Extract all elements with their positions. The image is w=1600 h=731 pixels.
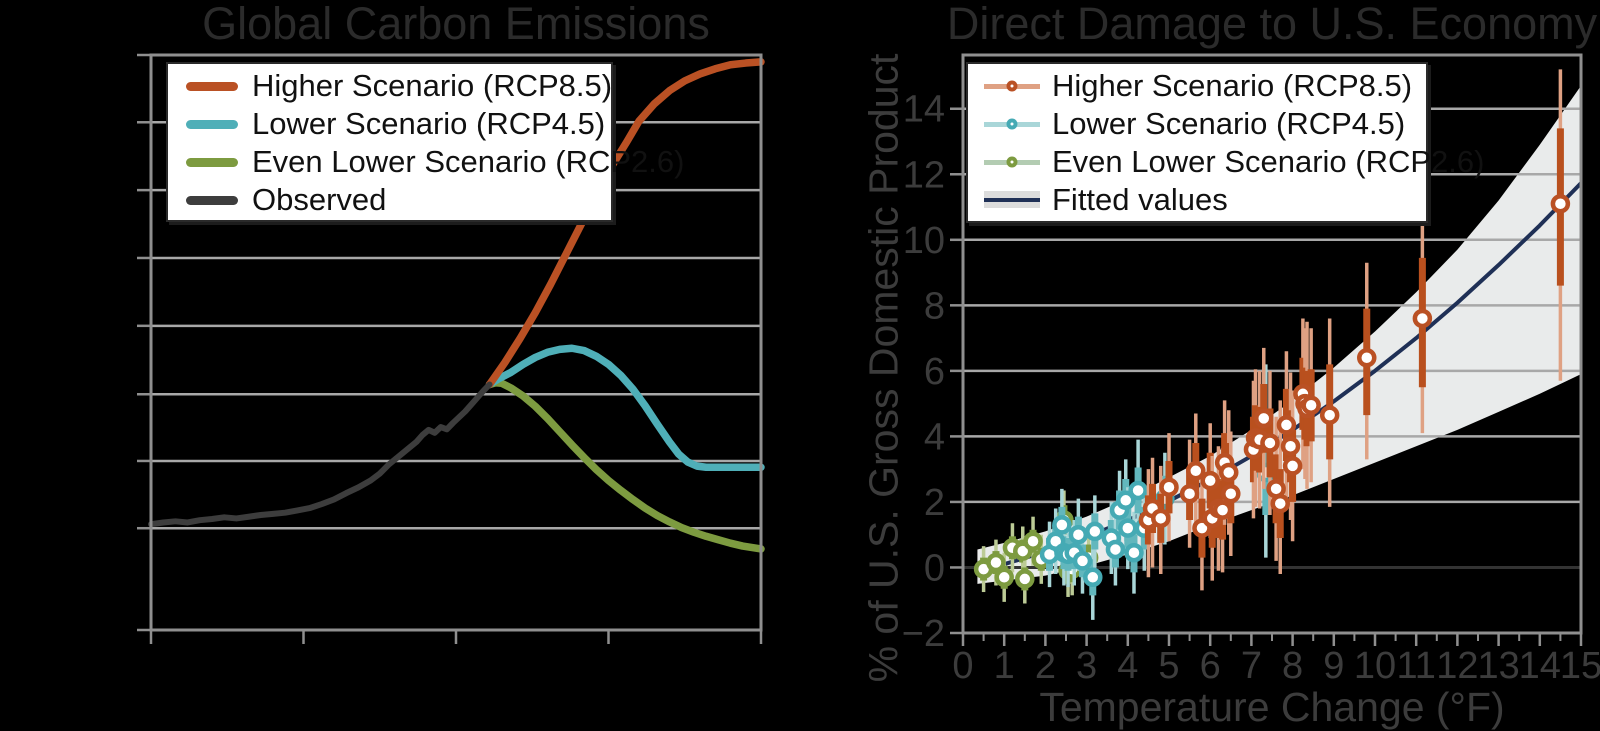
y-tick-label: 4: [924, 416, 945, 458]
lower-scenario-line-swatch: [186, 119, 238, 129]
legend-label: Lower Scenario (RCP4.5): [252, 106, 606, 141]
x-tick-label: 6: [1200, 645, 1221, 687]
legend-item-observed: Observed: [168, 181, 611, 219]
x-tick-label: 2: [1035, 645, 1056, 687]
data-point: [1200, 470, 1220, 491]
legend-item-higher-scenario: Higher Scenario (RCP8.5): [968, 67, 1426, 105]
data-point: [1319, 405, 1340, 425]
x-tick-label: 13: [1477, 645, 1519, 687]
data-point: [1128, 480, 1148, 501]
fitted-values-band-swatch: [984, 189, 1040, 211]
series-line: [485, 379, 765, 553]
y-tick-label: 12: [903, 154, 945, 196]
data-point: [1221, 483, 1241, 504]
plot-frame: [149, 53, 763, 632]
data-point: [1412, 308, 1433, 329]
even-lower-scenario-line-swatch: [186, 157, 238, 167]
data-point: [1115, 490, 1136, 511]
data-point: [1212, 500, 1233, 520]
data-point: [1270, 493, 1290, 514]
even-lower-scenario-marker-swatch: [984, 151, 1040, 173]
observed-line-swatch: [186, 195, 238, 205]
data-point: [1052, 515, 1072, 535]
x-tick-label: 0: [952, 645, 973, 687]
y-tick-label: 8: [924, 285, 945, 327]
right-y-axis-label: % of U.S. Gross Domestic Product: [860, 53, 907, 683]
data-point: [994, 567, 1014, 588]
x-tick-label: 4: [1117, 645, 1138, 687]
data-point: [1218, 462, 1239, 483]
y-tick-label: 10: [903, 220, 945, 262]
y-tick-label: 0: [924, 547, 945, 589]
data-point: [1179, 483, 1200, 504]
series-line: [485, 58, 765, 389]
legend-item-fitted-values: Fitted values: [968, 181, 1426, 219]
series-line: [148, 381, 493, 528]
legend-label: Even Lower Scenario (RCP2.6): [1052, 144, 1485, 179]
data-point: [1085, 521, 1105, 542]
data-point: [1118, 518, 1138, 538]
x-tick-label: 1: [994, 645, 1015, 687]
x-tick-label: 14: [1519, 645, 1561, 687]
y-tick-label: 2: [924, 482, 945, 524]
lower-scenario-marker-swatch: [984, 113, 1040, 135]
data-point: [1186, 461, 1206, 481]
legend-label: Lower Scenario (RCP4.5): [1052, 106, 1406, 141]
data-point: [1151, 508, 1171, 529]
right-chart-legend: Higher Scenario (RCP8.5) Lower Scenario …: [966, 62, 1484, 223]
data-point: [1282, 456, 1303, 476]
x-tick-label: 10: [1354, 645, 1396, 687]
data-point: [1254, 408, 1274, 429]
legend-item-even-lower-scenario: Even Lower Scenario (RCP2.6): [968, 143, 1484, 181]
legend-label: Observed: [252, 182, 387, 217]
data-point: [1260, 433, 1280, 453]
data-point: [1105, 539, 1126, 560]
x-tick-label: 5: [1158, 645, 1179, 687]
data-point: [1072, 551, 1093, 571]
data-point: [1301, 395, 1321, 416]
y-tick-label: 14: [903, 89, 945, 131]
legend-item-even-lower-scenario: Even Lower Scenario (RCP2.6): [168, 143, 684, 181]
legend-label: Higher Scenario (RCP8.5): [1052, 68, 1413, 103]
data-point: [1083, 567, 1103, 588]
x-tick-label: 7: [1241, 645, 1262, 687]
legend-label: Higher Scenario (RCP8.5): [252, 68, 613, 103]
x-tick-label: 12: [1436, 645, 1478, 687]
legend-item-lower-scenario: Lower Scenario (RCP4.5): [168, 105, 611, 143]
data-point: [1023, 531, 1043, 552]
higher-scenario-line-swatch: [186, 81, 238, 91]
data-point: [1068, 524, 1089, 545]
x-tick-label: 3: [1076, 645, 1097, 687]
series-line: [485, 344, 765, 472]
higher-scenario-marker-swatch: [984, 75, 1040, 97]
data-point: [1124, 542, 1144, 563]
data-point: [1015, 569, 1035, 589]
legend-label: Fitted values: [1052, 182, 1228, 217]
plot-frame: [961, 53, 1583, 635]
legend-item-higher-scenario: Higher Scenario (RCP8.5): [168, 67, 613, 105]
data-point: [1550, 194, 1571, 214]
left-chart-title: Global Carbon Emissions: [202, 0, 710, 49]
data-point: [986, 552, 1006, 573]
x-tick-label: 9: [1323, 645, 1344, 687]
x-tick-label: 11: [1396, 645, 1435, 687]
x-tick-label: 8: [1282, 645, 1303, 687]
right-x-axis-label: Temperature Change (°F): [1039, 684, 1505, 730]
y-tick-label: 6: [924, 351, 945, 393]
y-tick-label: −2: [902, 613, 945, 655]
data-point: [1280, 436, 1301, 456]
data-point: [1159, 477, 1179, 497]
legend-label: Even Lower Scenario (RCP2.6): [252, 144, 685, 179]
x-tick-label: 15: [1560, 645, 1600, 687]
left-chart-legend: Higher Scenario (RCP8.5) Lower Scenario …: [166, 62, 684, 222]
legend-item-lower-scenario: Lower Scenario (RCP4.5): [968, 105, 1426, 143]
right-chart-title: Direct Damage to U.S. Economy: [946, 0, 1598, 49]
data-point: [1276, 415, 1297, 435]
data-point: [1357, 348, 1377, 368]
